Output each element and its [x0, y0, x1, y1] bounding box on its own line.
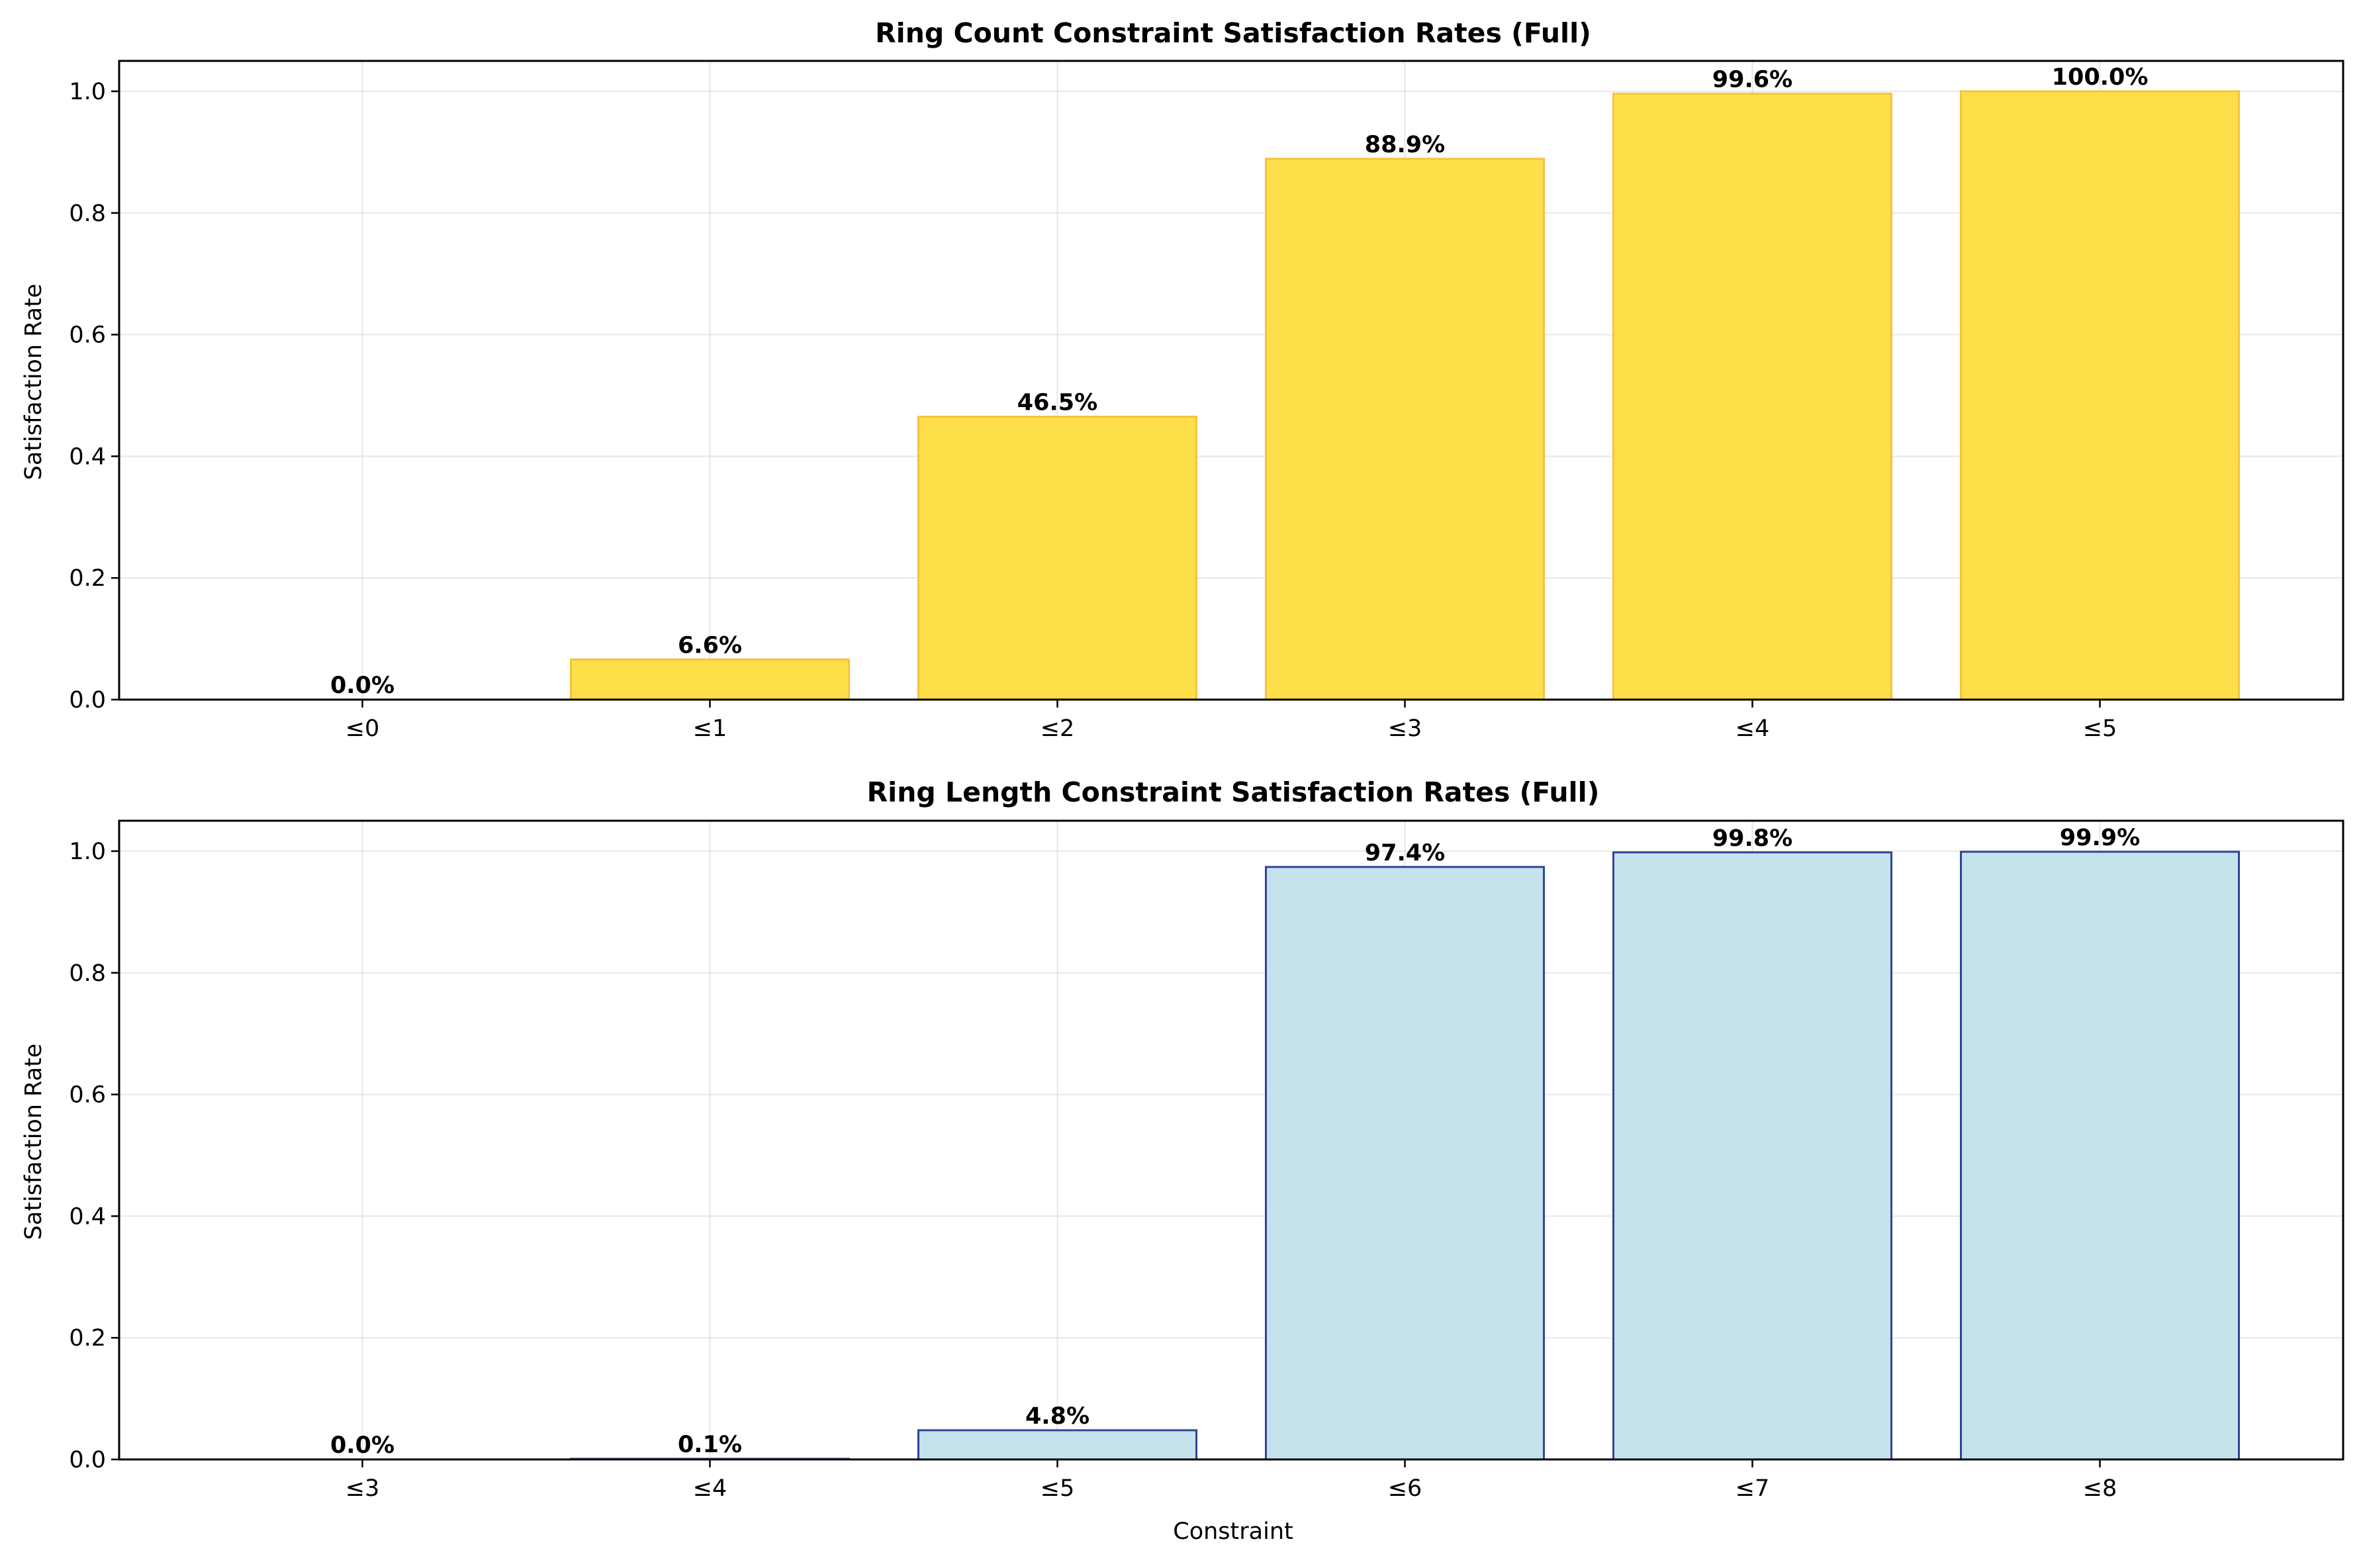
bar — [1612, 851, 1892, 1461]
x-tick-label: ≤1 — [693, 715, 727, 742]
data-label: 99.9% — [2060, 825, 2140, 851]
x-tick-label: ≤4 — [1736, 715, 1770, 742]
data-label: 0.0% — [330, 672, 394, 699]
data-label: 97.4% — [1365, 840, 1445, 866]
y-tick-label: 1.0 — [69, 839, 106, 865]
y-axis-label: Satisfaction Rate — [21, 284, 47, 481]
x-tick-label: ≤8 — [2083, 1475, 2117, 1502]
data-label: 99.6% — [1712, 67, 1792, 93]
data-label: 99.8% — [1712, 825, 1792, 852]
chart-title: Ring Count Constraint Satisfaction Rates… — [875, 17, 1591, 49]
y-tick-label: 0.4 — [69, 1203, 106, 1230]
data-label: 0.0% — [330, 1432, 394, 1459]
y-tick-label: 0.2 — [69, 1325, 106, 1352]
x-axis-label: Constraint — [1173, 1518, 1293, 1545]
bar — [1612, 93, 1892, 701]
plot-frame — [118, 60, 2344, 701]
y-tick-label: 1.0 — [69, 79, 106, 105]
x-tick-label: ≤3 — [346, 1475, 380, 1502]
bar — [1960, 90, 2240, 701]
x-tick-label: ≤4 — [693, 1475, 727, 1502]
y-tick-label: 0.4 — [69, 443, 106, 470]
y-tick-label: 0.0 — [69, 1447, 106, 1473]
y-tick-label: 0.6 — [69, 1082, 106, 1109]
data-label: 4.8% — [1025, 1403, 1089, 1430]
y-tick-label: 0.8 — [69, 201, 106, 227]
bar — [1960, 851, 2240, 1461]
y-tick-label: 0.8 — [69, 960, 106, 987]
bar — [917, 416, 1197, 701]
bar — [917, 1429, 1197, 1461]
bar — [1265, 158, 1545, 701]
data-label: 46.5% — [1017, 390, 1097, 416]
x-tick-label: ≤3 — [1388, 715, 1422, 742]
data-label: 0.1% — [678, 1432, 742, 1458]
bar — [1265, 866, 1545, 1461]
x-tick-label: ≤2 — [1041, 715, 1075, 742]
x-tick-label: ≤5 — [2083, 715, 2117, 742]
y-tick-label: 0.2 — [69, 565, 106, 592]
y-tick-label: 0.6 — [69, 322, 106, 349]
data-label: 6.6% — [678, 632, 742, 659]
chart-title: Ring Length Constraint Satisfaction Rate… — [867, 776, 1600, 808]
data-label: 100.0% — [2052, 64, 2149, 91]
x-tick-label: ≤5 — [1041, 1475, 1075, 1502]
x-tick-label: ≤6 — [1388, 1475, 1422, 1502]
ring-count-chart: Ring Count Constraint Satisfaction Rates… — [21, 17, 2344, 742]
plot-frame — [118, 819, 2344, 1461]
ring-length-chart: Ring Length Constraint Satisfaction Rate… — [21, 776, 2344, 1545]
x-tick-label: ≤7 — [1736, 1475, 1770, 1502]
y-axis-label: Satisfaction Rate — [21, 1044, 47, 1240]
bar — [570, 658, 850, 701]
y-tick-label: 0.0 — [69, 687, 106, 714]
data-label: 88.9% — [1365, 132, 1445, 158]
x-tick-label: ≤0 — [346, 715, 380, 742]
